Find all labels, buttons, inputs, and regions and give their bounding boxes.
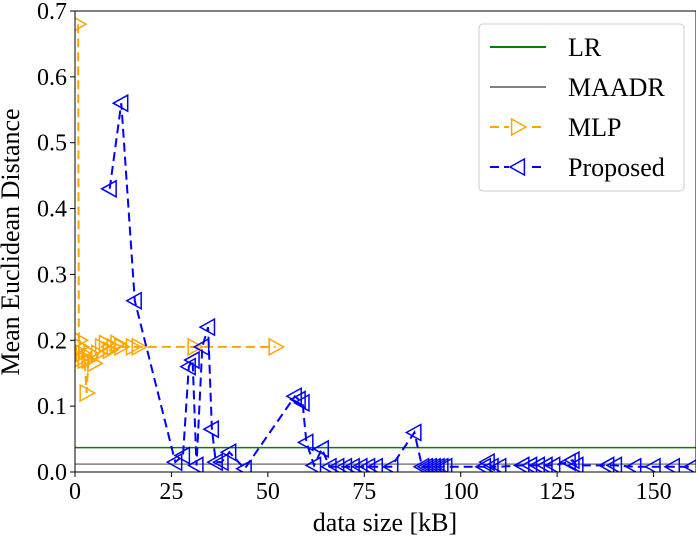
data-point-proposed bbox=[192, 337, 210, 357]
series-line-proposed bbox=[108, 103, 693, 471]
x-tick-label: 50 bbox=[256, 479, 280, 505]
x-axis-label: data size [kB] bbox=[313, 508, 457, 537]
data-point-proposed bbox=[235, 459, 252, 472]
data-point-proposed bbox=[198, 317, 216, 337]
legend-box bbox=[478, 23, 685, 192]
y-tick-label: 0.1 bbox=[37, 394, 67, 420]
data-point-mlp bbox=[75, 332, 90, 349]
data-point-proposed bbox=[186, 456, 204, 472]
legend-item-mlp: MLP bbox=[490, 113, 621, 142]
data-point-mlp bbox=[131, 337, 149, 357]
y-tick-label: 0.0 bbox=[37, 460, 67, 486]
y-axis-label: Mean Euclidean Distance bbox=[0, 108, 25, 375]
data-point-proposed bbox=[358, 457, 376, 472]
x-tick-label: 100 bbox=[443, 479, 479, 505]
data-point-proposed bbox=[663, 457, 681, 472]
data-point-proposed bbox=[312, 439, 330, 459]
data-point-mlp bbox=[79, 383, 97, 403]
data-point-mlp bbox=[125, 337, 143, 357]
data-point-proposed bbox=[206, 452, 223, 472]
data-point-proposed bbox=[304, 456, 322, 472]
data-point-proposed bbox=[536, 456, 553, 472]
x-tick-label: 0 bbox=[69, 479, 81, 505]
axes bbox=[74, 10, 696, 473]
data-point-proposed bbox=[381, 457, 399, 472]
legend-item-maadr: MAADR bbox=[490, 73, 665, 102]
series-proposed bbox=[100, 93, 696, 472]
data-point-proposed bbox=[111, 93, 129, 113]
x-tick-label: 125 bbox=[539, 479, 575, 505]
series-mlp bbox=[75, 17, 286, 403]
legend-marker bbox=[510, 117, 528, 137]
data-point-proposed bbox=[165, 452, 183, 472]
legend-item-lr: LR bbox=[490, 33, 602, 62]
legend-label: MLP bbox=[568, 113, 621, 142]
data-point-mlp bbox=[75, 338, 91, 356]
data-point-proposed bbox=[285, 386, 303, 406]
data-point-proposed bbox=[431, 457, 449, 472]
data-point-proposed bbox=[428, 457, 445, 472]
data-point-proposed bbox=[183, 350, 200, 370]
y-tick-label: 0.4 bbox=[37, 197, 67, 223]
y-axis-ticks: 0.0 0.1 0.2 0.3 0.4 0.5 0.6 0.7 bbox=[37, 0, 75, 486]
data-point-proposed bbox=[100, 179, 117, 199]
x-axis-ticks: 0 25 50 75 100 125 150 bbox=[69, 472, 672, 505]
legend-marker bbox=[508, 157, 526, 177]
legend-label: LR bbox=[568, 33, 602, 62]
data-point-mlp bbox=[187, 337, 205, 357]
x-tick-label: 150 bbox=[636, 479, 672, 505]
data-point-mlp bbox=[110, 334, 127, 353]
data-point-proposed bbox=[125, 291, 142, 311]
y-tick-label: 0.7 bbox=[37, 0, 67, 25]
data-point-proposed bbox=[219, 442, 237, 462]
data-point-proposed bbox=[543, 456, 561, 472]
data-point-proposed bbox=[435, 457, 453, 472]
x-tick-label: 25 bbox=[159, 479, 183, 505]
legend: LR MAADR MLP Proposed bbox=[478, 23, 685, 192]
data-point-proposed bbox=[682, 459, 696, 472]
legend-label: Proposed bbox=[568, 153, 665, 182]
y-tick-label: 0.5 bbox=[37, 131, 67, 157]
data-point-proposed bbox=[202, 419, 220, 439]
data-point-proposed bbox=[644, 457, 661, 472]
data-point-mlp bbox=[77, 350, 95, 370]
data-point-proposed bbox=[289, 390, 306, 409]
data-point-proposed bbox=[293, 393, 310, 413]
data-point-proposed bbox=[624, 457, 642, 472]
legend-item-proposed: Proposed bbox=[490, 153, 665, 182]
data-point-proposed bbox=[605, 456, 623, 472]
x-tick-label: 75 bbox=[352, 479, 376, 505]
data-point-proposed bbox=[482, 457, 499, 472]
data-point-mlp bbox=[268, 337, 286, 357]
data-point-proposed bbox=[212, 452, 229, 472]
data-point-mlp bbox=[75, 17, 88, 32]
y-tick-label: 0.6 bbox=[37, 65, 67, 91]
data-point-proposed bbox=[173, 446, 191, 465]
data-point-mlp bbox=[75, 352, 89, 368]
data-point-proposed bbox=[404, 423, 422, 442]
data-point-mlp bbox=[114, 337, 131, 357]
y-tick-label: 0.3 bbox=[37, 262, 67, 288]
y-tick-label: 0.2 bbox=[37, 328, 67, 354]
data-point-proposed bbox=[597, 456, 615, 472]
data-point-proposed bbox=[424, 457, 441, 472]
plot-frame bbox=[74, 10, 696, 473]
data-point-proposed bbox=[489, 457, 507, 472]
plot-area bbox=[75, 17, 696, 472]
data-point-proposed bbox=[478, 452, 495, 472]
data-point-proposed bbox=[566, 456, 584, 472]
data-point-proposed bbox=[296, 433, 314, 452]
legend-label: MAADR bbox=[568, 73, 665, 102]
